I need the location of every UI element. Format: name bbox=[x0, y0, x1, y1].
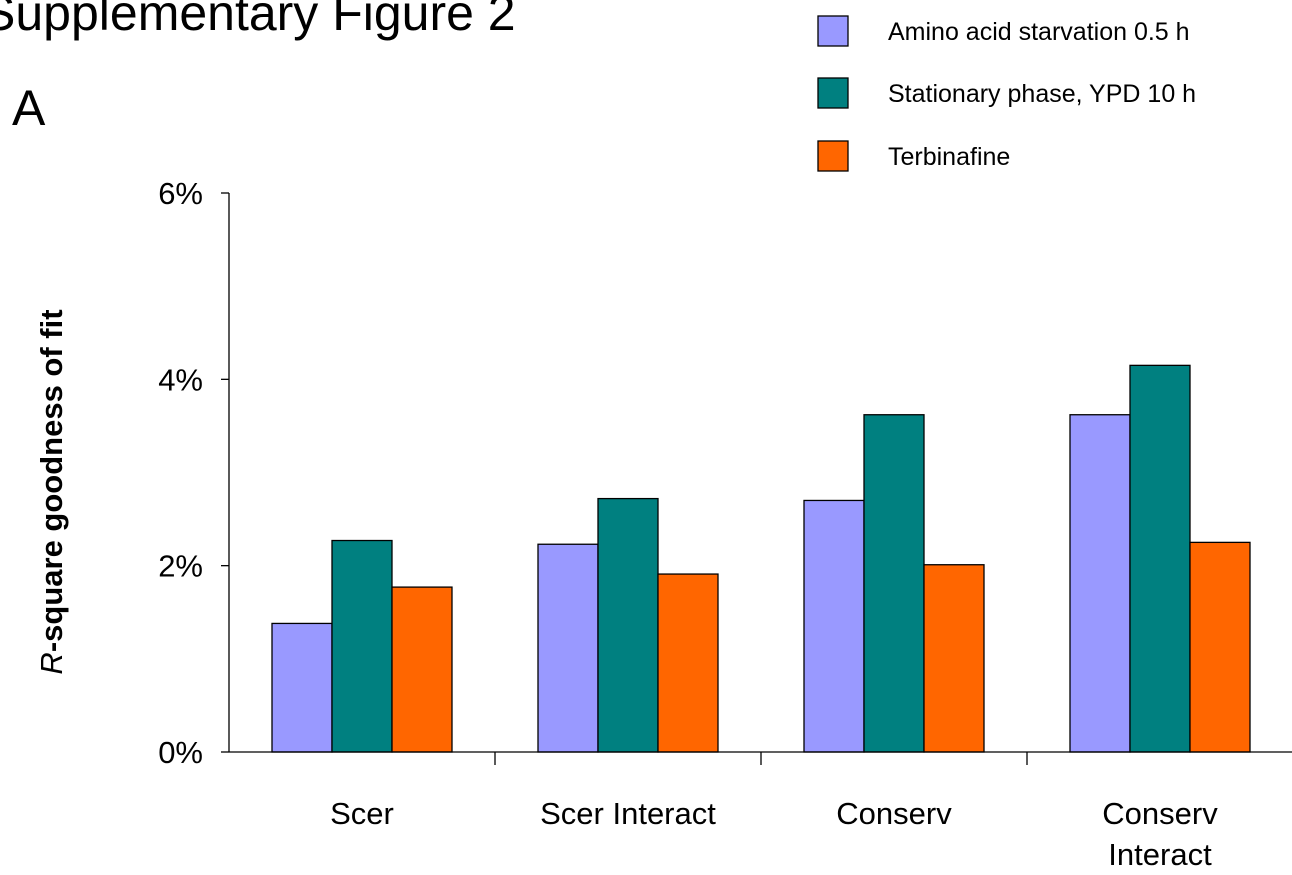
x-tick-label: Conserv bbox=[836, 796, 952, 831]
bar bbox=[803, 499, 865, 753]
y-tick-label: 0% bbox=[158, 735, 203, 770]
x-tick-label: Conserv Interact bbox=[1102, 796, 1218, 872]
figure-title: Supplementary Figure 2 bbox=[0, 0, 516, 41]
y-tick-label: 4% bbox=[158, 362, 203, 397]
bar bbox=[271, 622, 333, 753]
bar bbox=[597, 497, 659, 753]
legend-label: Stationary phase, YPD 10 h bbox=[888, 80, 1196, 108]
legend-label: Terbinafine bbox=[888, 143, 1010, 171]
panel-label: A bbox=[12, 80, 46, 136]
x-tick-label: Scer bbox=[330, 796, 394, 831]
x-tick-label-line: Interact bbox=[1108, 837, 1212, 872]
legend: Amino acid starvation 0.5 h Stationary ph… bbox=[817, 15, 1196, 172]
x-tick-label-line: Scer Interact bbox=[540, 796, 716, 831]
bar bbox=[1129, 364, 1191, 753]
y-axis-label-italic: R bbox=[34, 652, 69, 674]
y-axis-label: R-square goodness of fit bbox=[34, 309, 69, 674]
x-tick-labels: Scer Scer Interact Conserv Conserv Interact bbox=[330, 796, 1218, 872]
legend-swatch bbox=[817, 77, 849, 109]
bar bbox=[537, 543, 599, 753]
bar bbox=[331, 539, 393, 753]
bar bbox=[863, 414, 925, 753]
bar bbox=[1069, 414, 1131, 753]
legend-swatch bbox=[817, 15, 849, 47]
bar bbox=[1189, 541, 1251, 753]
legend-swatch bbox=[817, 140, 849, 172]
y-tick-label: 6% bbox=[158, 176, 203, 211]
x-tick-label-line: Conserv bbox=[1102, 796, 1218, 831]
axes-group bbox=[221, 192, 1292, 765]
bars-group bbox=[271, 364, 1251, 753]
legend-label: Amino acid starvation 0.5 h bbox=[888, 18, 1190, 46]
y-axis-label-rest: -square goodness of fit bbox=[34, 309, 69, 652]
x-tick-label-line: Conserv bbox=[836, 796, 952, 831]
y-tick-label: 2% bbox=[158, 549, 203, 584]
bar bbox=[923, 564, 985, 753]
bar bbox=[657, 573, 719, 753]
bar bbox=[391, 586, 453, 753]
y-tick-labels: 0% 2% 4% 6% bbox=[158, 176, 203, 770]
x-tick-label: Scer Interact bbox=[540, 796, 716, 831]
x-tick-label-line: Scer bbox=[330, 796, 394, 831]
